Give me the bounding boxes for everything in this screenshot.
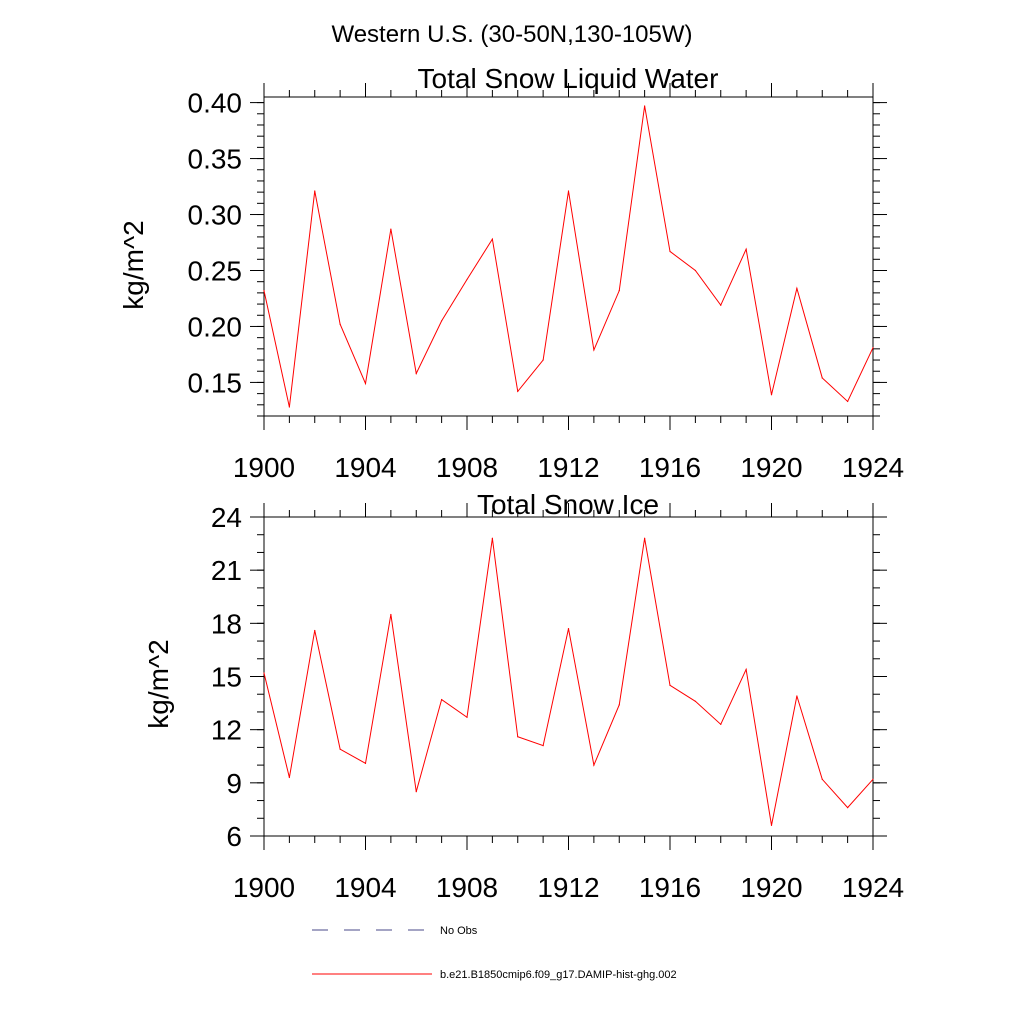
- data-point: [694, 700, 696, 702]
- x-tick-label: 1900: [233, 452, 295, 483]
- data-point: [669, 684, 671, 686]
- data-point: [872, 347, 874, 349]
- data-point: [847, 400, 849, 403]
- data-point: [669, 250, 671, 253]
- data-point: [263, 672, 265, 674]
- data-point: [567, 628, 570, 630]
- x-tick-label: 1904: [334, 452, 396, 483]
- x-tick-label: 1924: [842, 452, 904, 483]
- data-point: [517, 736, 519, 738]
- x-tick-label: 1916: [639, 872, 701, 903]
- data-point: [618, 704, 620, 706]
- data-point: [542, 745, 544, 747]
- data-point: [770, 394, 773, 396]
- y-tick-label: 12: [211, 715, 242, 746]
- panel-snow-liquid-water: Total Snow Liquid Water kg/m^2 1900 1904 1…: [118, 63, 904, 483]
- x-tick-label: 1920: [740, 872, 802, 903]
- data-point: [339, 323, 341, 325]
- y-tick-label: 0.15: [188, 367, 243, 398]
- legend: No Obs b.e21.B1850cmip6.f09_g17.DAMIP-hi…: [312, 925, 677, 981]
- figure-title: Western U.S. (30-50N,130-105W): [331, 21, 692, 48]
- data-point: [415, 372, 417, 375]
- data-point: [821, 377, 823, 379]
- data-point: [288, 406, 290, 408]
- legend-label-no-obs: No Obs: [440, 925, 478, 937]
- data-point: [390, 228, 392, 230]
- data-point: [441, 320, 443, 322]
- x-tick-label: 1916: [639, 452, 701, 483]
- data-point: [542, 359, 544, 361]
- data-point: [847, 807, 849, 809]
- data-point: [796, 287, 798, 289]
- data-point: [466, 716, 468, 718]
- data-point: [288, 776, 290, 779]
- y-tick-label: 0.20: [188, 311, 243, 342]
- x-tick-label: 1908: [436, 452, 498, 483]
- y-tick-label: 21: [211, 555, 242, 586]
- data-point: [720, 304, 722, 306]
- legend-label-model: b.e21.B1850cmip6.f09_g17.DAMIP-hist-ghg.…: [440, 969, 677, 981]
- data-point: [745, 248, 747, 250]
- series-line: [263, 538, 874, 826]
- y-tick-label: 0.35: [188, 144, 243, 175]
- x-tick-label: 1912: [537, 452, 599, 483]
- data-point: [390, 613, 392, 616]
- data-point: [745, 668, 747, 671]
- data-point: [644, 105, 646, 107]
- data-point: [441, 698, 443, 701]
- data-point: [517, 390, 519, 392]
- data-point: [593, 349, 595, 351]
- y-tick-label: 9: [226, 768, 242, 799]
- data-point: [567, 190, 570, 192]
- data-point: [796, 695, 798, 697]
- x-tick-label: 1904: [334, 872, 396, 903]
- data-point: [314, 190, 316, 192]
- x-tick-label: 1920: [740, 452, 802, 483]
- data-point: [314, 629, 316, 632]
- data-point: [770, 824, 773, 826]
- plot-frame: [263, 96, 874, 417]
- y-tick-label: 18: [211, 608, 242, 639]
- data-point: [821, 778, 823, 780]
- data-point: [720, 723, 722, 725]
- y-axis-label: kg/m^2: [118, 220, 149, 309]
- data-point: [466, 278, 468, 281]
- y-tick-label: 0.25: [188, 255, 243, 286]
- data-point: [263, 290, 265, 292]
- y-tick-label: 0.30: [188, 200, 243, 231]
- data-point: [694, 269, 696, 272]
- y-axis-label: kg/m^2: [143, 639, 174, 728]
- y-tick-label: 15: [211, 662, 242, 693]
- y-tick-label: 24: [211, 502, 242, 533]
- data-point: [415, 791, 417, 793]
- series-line: [263, 105, 874, 408]
- data-point: [491, 238, 493, 240]
- data-point: [364, 762, 367, 764]
- x-tick-label: 1912: [537, 872, 599, 903]
- panel-snow-ice: Total Snow Ice kg/m^2 1900 1904 1908 1912 19…: [143, 489, 904, 903]
- data-point: [491, 537, 493, 539]
- data-point: [872, 778, 874, 780]
- plot-frame: [263, 516, 874, 837]
- y-tick-label: 0.40: [188, 88, 243, 119]
- x-tick-label: 1900: [233, 872, 295, 903]
- x-tick-label: 1924: [842, 872, 904, 903]
- data-point: [618, 290, 620, 292]
- data-point: [364, 382, 367, 385]
- y-tick-label: 6: [226, 821, 242, 852]
- data-point: [339, 748, 341, 750]
- x-tick-label: 1908: [436, 872, 498, 903]
- data-point: [644, 537, 646, 539]
- data-point: [593, 764, 595, 766]
